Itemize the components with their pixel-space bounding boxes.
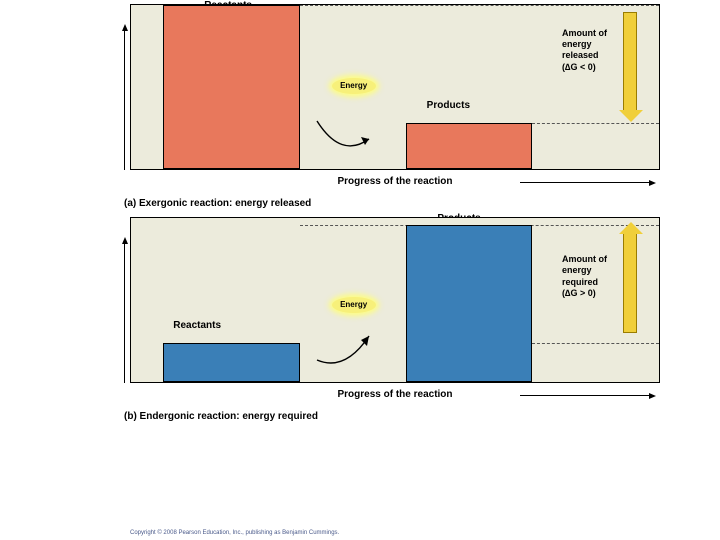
- products-bar-b: [406, 225, 533, 382]
- x-axis-label-b: Progress of the reaction: [337, 389, 452, 400]
- energy-badge-b: Energy: [332, 297, 376, 313]
- x-axis-b: Progress of the reaction: [130, 385, 660, 405]
- panel-b-plot-wrap: Free energy Products Energy Reactants Am…: [130, 217, 660, 405]
- panel-exergonic: Free energy Reactants Energy Products Am…: [130, 4, 660, 209]
- reactants-bar-b: [163, 343, 300, 382]
- products-label-a: Products: [427, 100, 470, 111]
- plot-area-b: Energy Reactants Amount of energy requir…: [130, 217, 660, 383]
- dash-low-b: [532, 343, 659, 344]
- annotation-b: Amount of energy required (∆G > 0): [562, 254, 607, 299]
- reactants-label-b: Reactants: [173, 320, 221, 331]
- gap-arrow-a: [623, 12, 637, 114]
- x-axis-arrow-b: [520, 395, 650, 396]
- annotation-a: Amount of energy released (∆G < 0): [562, 28, 607, 73]
- dash-low-a: [532, 123, 659, 124]
- caption-b: (b) Endergonic reaction: energy required: [124, 411, 660, 422]
- gap-arrow-b: [623, 231, 637, 333]
- y-axis-arrow-a: [124, 30, 125, 170]
- y-axis-arrow-b: [124, 243, 125, 383]
- panel-endergonic: Free energy Products Energy Reactants Am…: [130, 217, 660, 422]
- plot-area-a: Energy Products Amount of energy release…: [130, 4, 660, 170]
- x-axis-arrow-a: [520, 182, 650, 183]
- curve-arrow-a: [311, 115, 381, 165]
- products-bar-a: [406, 123, 533, 169]
- dash-top-a: [300, 5, 659, 6]
- reactants-bar-a: [163, 5, 300, 169]
- x-axis-a: Progress of the reaction: [130, 172, 660, 192]
- curve-arrow-b: [311, 326, 381, 376]
- energy-badge-a: Energy: [332, 78, 376, 94]
- copyright-text: Copyright © 2008 Pearson Education, Inc.…: [130, 530, 339, 536]
- caption-a: (a) Exergonic reaction: energy released: [124, 198, 660, 209]
- panel-a-plot-wrap: Free energy Reactants Energy Products Am…: [130, 4, 660, 192]
- x-axis-label-a: Progress of the reaction: [337, 176, 452, 187]
